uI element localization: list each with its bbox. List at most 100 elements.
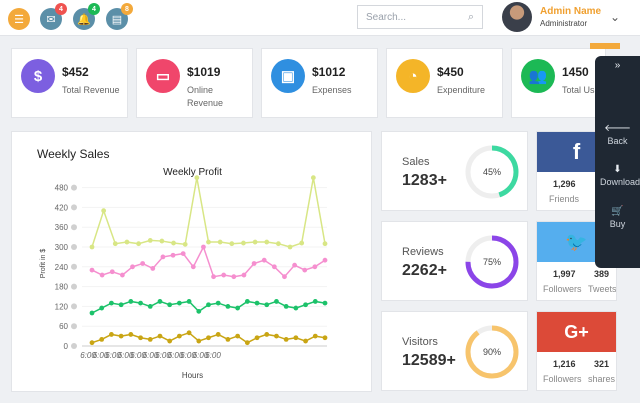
y-axis-label: Profit in $ — [40, 249, 47, 279]
stat-label: Expenses — [312, 85, 352, 95]
series-point — [274, 333, 279, 339]
x-tick-label: 6:00 — [143, 351, 159, 360]
admin-name[interactable]: Admin Name — [540, 6, 602, 17]
series-point — [235, 305, 241, 311]
series-point — [118, 302, 124, 308]
download-icon: ⬇ — [613, 164, 622, 175]
mini-label: Visitors — [402, 336, 438, 348]
followers-label: Followers — [543, 284, 582, 294]
y-tick-dot — [71, 323, 77, 330]
buy-button[interactable]: 🛒 Buy — [595, 206, 640, 229]
series-point — [293, 305, 299, 311]
series-point — [109, 300, 114, 306]
followers-label: Followers — [543, 374, 582, 384]
back-button[interactable]: 🡐 Back — [595, 122, 640, 146]
series-point — [130, 264, 135, 270]
series-point — [206, 335, 211, 341]
series-point — [190, 264, 196, 270]
menu-toggle-button[interactable]: ☰ — [8, 8, 30, 30]
mini-label: Sales — [402, 156, 430, 168]
y-tick-dot — [71, 244, 77, 250]
x-tick-label: 6:00 — [80, 351, 96, 360]
series-point — [157, 333, 163, 339]
ring-percent: 90% — [483, 347, 501, 357]
series-point — [274, 299, 279, 304]
mini-value: 12589+ — [402, 352, 456, 369]
progress-ring: 75% — [465, 235, 519, 289]
friends-label: Friends — [549, 194, 580, 204]
ring-progress — [465, 235, 519, 289]
series-point — [159, 238, 165, 244]
search-input[interactable]: Search... — [366, 11, 407, 23]
messages-button[interactable]: ▤ 8 — [106, 3, 133, 30]
notifications-button[interactable]: 🔔 4 — [73, 3, 100, 30]
download-button[interactable]: ⬇ Download — [595, 164, 640, 187]
pie-chart-icon: ◔ — [396, 59, 430, 93]
stat-card-total-users: 👥 1450 Total Us — [511, 48, 606, 118]
series-point — [292, 262, 298, 268]
series-point — [254, 335, 260, 341]
stat-card-expenses: ▣ $1012 Expenses — [261, 48, 378, 118]
x-tick-label: 6:00 — [168, 351, 184, 360]
ring-progress — [465, 325, 519, 379]
chevron-down-icon[interactable]: ⌄ — [610, 10, 621, 24]
series-point — [157, 299, 163, 304]
back-label: Back — [607, 136, 628, 146]
y-tick-label: 0 — [64, 342, 69, 351]
expand-button[interactable]: » — [595, 60, 640, 73]
dollar-icon: $ — [21, 59, 55, 93]
series-point — [124, 239, 130, 245]
side-drawer: » 🡐 Back ⬇ Download 🛒 Buy — [595, 56, 640, 268]
series-point — [254, 300, 260, 306]
series-point — [264, 332, 270, 337]
double-chevron-icon: » — [614, 60, 621, 71]
friends-count: 1,296 — [553, 179, 576, 189]
series-point — [302, 267, 308, 273]
search-icon[interactable]: ⌕ — [467, 10, 474, 23]
buy-label: Buy — [609, 219, 626, 229]
series-point — [217, 239, 223, 245]
y-tick-dot — [71, 224, 77, 231]
series-point — [225, 304, 231, 309]
series-point — [128, 332, 134, 337]
download-label: Download — [600, 177, 640, 187]
series-point — [322, 300, 328, 306]
mini-card-visitors: Visitors 12589+ 90% — [381, 311, 528, 391]
series-point — [194, 175, 200, 181]
stat-value: $1012 — [312, 65, 346, 79]
series-point — [241, 240, 246, 246]
series-point — [299, 240, 305, 246]
mail-button[interactable]: ✉ 4 — [40, 3, 67, 30]
notifications-badge: 4 — [88, 3, 100, 15]
message-icon: ▤ — [111, 13, 123, 26]
stat-value: $452 — [62, 65, 89, 79]
search-box[interactable]: Search... ⌕ — [357, 5, 483, 29]
series-point — [89, 244, 95, 250]
stat-card-online-revenue: ▭ $1019 Online Revenue — [136, 48, 253, 118]
series-point — [229, 241, 235, 247]
series-point — [312, 264, 318, 270]
y-tick-label: 240 — [55, 263, 69, 272]
series-point — [244, 340, 250, 346]
series-point — [147, 238, 153, 243]
avatar[interactable] — [502, 2, 532, 32]
series-point — [282, 274, 287, 280]
series-point — [215, 332, 221, 337]
accent-strip — [590, 43, 620, 49]
x-tick-label: 6:00 — [155, 351, 171, 360]
series-point — [109, 269, 115, 275]
tweets-label: Tweets — [588, 284, 617, 294]
series-point — [128, 299, 134, 304]
money-icon: ▣ — [271, 59, 305, 93]
x-tick-label: 6:00 — [193, 351, 209, 360]
mail-icon: ✉ — [46, 13, 56, 26]
mini-card-sales: Sales 1283+ 45% — [381, 131, 528, 211]
series-point — [264, 302, 270, 308]
series-point — [160, 254, 166, 260]
social-card-google-plus[interactable]: G+ 1,216 321 Followers shares — [536, 311, 617, 391]
y-tick-label: 480 — [55, 184, 69, 193]
hamburger-icon: ☰ — [14, 13, 24, 26]
mail-badge: 4 — [55, 3, 67, 15]
series-point — [283, 337, 289, 342]
series-point — [322, 241, 328, 247]
